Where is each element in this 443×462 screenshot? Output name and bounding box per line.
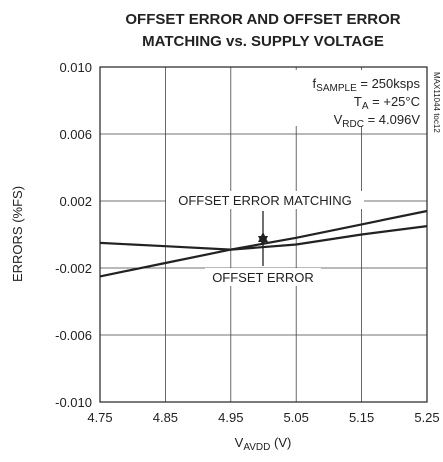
condition-part: f [313, 76, 317, 91]
condition: fSAMPLE = 250ksps [313, 76, 421, 94]
condition-part: T [354, 94, 362, 109]
series-label: OFFSET ERROR [212, 270, 314, 285]
y-axis-label: ERRORS (%FS) [10, 186, 25, 282]
condition-sub: A [362, 101, 369, 112]
condition: TA = +25°C [354, 94, 420, 112]
label-bg [166, 191, 364, 209]
condition-part: = 4.096V [364, 112, 420, 127]
conditions-bg [286, 70, 424, 126]
condition-part: = +25°C [369, 94, 420, 109]
x-tick-label: 5.05 [284, 410, 309, 425]
y-tick-label: -0.002 [55, 261, 92, 276]
x-tick-label: 4.75 [87, 410, 112, 425]
y-tick-label: 0.002 [59, 194, 92, 209]
condition-sub: SAMPLE [316, 83, 357, 94]
x-tick-label: 4.85 [153, 410, 178, 425]
y-tick-label: -0.010 [55, 395, 92, 410]
x-tick-label: 5.25 [414, 410, 439, 425]
x-tick-label: 5.15 [349, 410, 374, 425]
annotations: OFFSET ERROR MATCHING OFFSET ERROR [166, 70, 424, 286]
side-note: MAX11044 toc12 [432, 72, 441, 133]
condition-part: V [334, 112, 343, 127]
condition-part: = 250ksps [357, 76, 421, 91]
chart-title: MATCHING vs. SUPPLY VOLTAGE [142, 33, 384, 50]
x-axis-label: VAVDD (V) [235, 435, 292, 453]
x-axis-label-part: (V) [270, 435, 291, 450]
y-tick-label: -0.006 [55, 328, 92, 343]
arrow-head [258, 232, 268, 242]
label-bg [205, 268, 321, 286]
y-tick-label: 0.010 [59, 60, 92, 75]
y-tick-label: 0.006 [59, 127, 92, 142]
x-axis-label-part: V [235, 435, 244, 450]
condition: VRDC = 4.096V [334, 112, 421, 130]
plot-frame [99, 66, 428, 403]
series-label: OFFSET ERROR MATCHING [178, 193, 352, 208]
x-tick-label: 4.95 [218, 410, 243, 425]
chart-title: OFFSET ERROR AND OFFSET ERROR [125, 11, 400, 28]
condition-sub: RDC [342, 119, 364, 130]
x-axis-label-sub: AVDD [243, 442, 270, 453]
